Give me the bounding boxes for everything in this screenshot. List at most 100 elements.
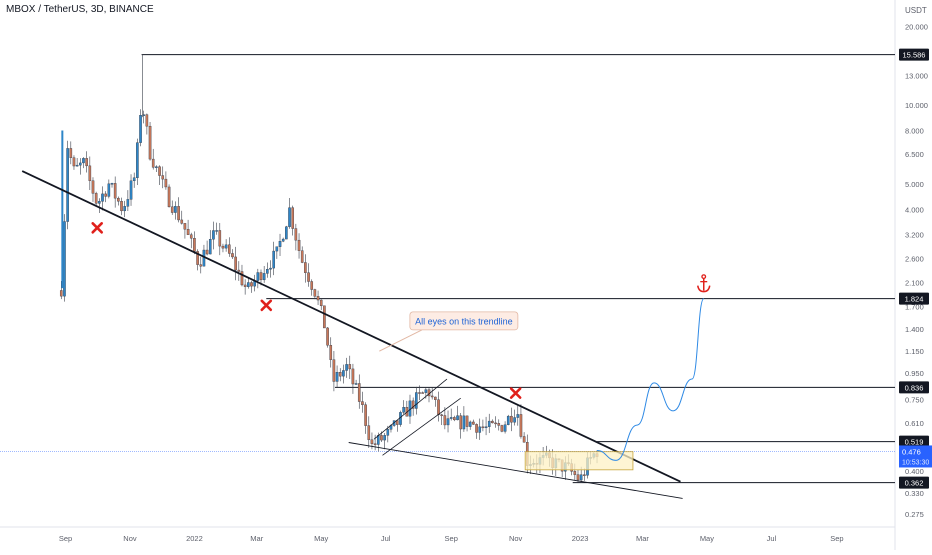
annotation-callout[interactable] <box>409 311 519 331</box>
candle-down <box>367 425 371 440</box>
candle-up <box>579 474 583 481</box>
candle-down <box>304 262 307 273</box>
candle-down <box>380 435 383 441</box>
candle-up <box>415 392 418 409</box>
candle-down <box>218 230 222 247</box>
candle-down <box>361 401 364 405</box>
candle-down <box>193 238 196 252</box>
candle-down <box>117 197 120 202</box>
price-tick-label: 5.000 <box>905 180 924 189</box>
candle-down <box>437 399 440 415</box>
candle-down <box>453 417 456 421</box>
candle-down <box>519 414 523 437</box>
candle-up <box>110 183 114 185</box>
level-price-tag <box>899 435 929 448</box>
level-price-tag <box>899 48 929 61</box>
candle-down <box>465 415 469 427</box>
candle-down <box>443 415 447 426</box>
candle-up <box>402 407 405 413</box>
candle-up <box>123 206 126 212</box>
level-price-label: 1.824 <box>905 295 924 304</box>
time-tick-label: Mar <box>636 534 649 543</box>
candle-up <box>342 370 345 377</box>
price-tick-label: 10.000 <box>905 101 928 110</box>
candle-up <box>275 246 279 252</box>
candle-down <box>231 253 234 258</box>
candle-down <box>357 383 361 402</box>
price-tick-label: 2.600 <box>905 254 924 263</box>
time-tick-label: Sep <box>830 534 843 543</box>
candle-down <box>85 158 88 167</box>
candle-down <box>180 219 184 224</box>
candle-up <box>383 435 386 441</box>
support-trendline[interactable] <box>348 442 683 499</box>
candle-down <box>364 404 367 426</box>
candle-down <box>430 395 434 398</box>
price-tick-label: 1.150 <box>905 347 924 356</box>
candle-down <box>145 114 149 127</box>
candle-down <box>72 157 76 167</box>
candle-down <box>196 251 199 265</box>
candle-up <box>155 166 158 168</box>
candle-down <box>259 272 263 281</box>
price-tick-label: 8.000 <box>905 127 924 136</box>
channel-line[interactable] <box>373 378 448 440</box>
candle-up <box>484 426 488 428</box>
candle-down <box>332 359 336 382</box>
candle-down <box>573 471 577 475</box>
candle-up <box>132 177 136 182</box>
candle-up <box>288 207 291 227</box>
time-tick-label: Mar <box>250 534 263 543</box>
consolidation-box[interactable] <box>524 451 634 471</box>
candle-down <box>500 425 504 432</box>
price-tick-label: 0.330 <box>905 489 924 498</box>
price-tick-label: 1.400 <box>905 325 924 334</box>
annotation-pointer <box>379 329 423 352</box>
candle-up <box>101 193 104 202</box>
candle-down <box>313 289 317 297</box>
price-tick-label: 0.275 <box>905 510 924 519</box>
price-tick-label: 20.000 <box>905 22 928 31</box>
candle-up <box>224 244 228 249</box>
candle-down <box>69 148 73 158</box>
candle-down <box>421 392 424 394</box>
candle-down <box>348 364 352 370</box>
candle-down <box>158 166 161 176</box>
current-price-tag <box>899 445 932 468</box>
candle-up <box>126 199 130 207</box>
descending-trendline[interactable] <box>21 170 681 483</box>
price-tick-label: 0.750 <box>905 396 924 405</box>
level-price-label: 0.362 <box>905 479 924 488</box>
candle-down <box>373 443 377 445</box>
candle-up <box>78 162 82 166</box>
projection-path[interactable] <box>596 298 705 461</box>
candle-up <box>424 389 428 393</box>
candle-down <box>316 296 320 301</box>
candle-down <box>434 396 437 400</box>
candle-up <box>354 383 358 385</box>
cross-icon <box>509 387 522 399</box>
price-tick-label: 0.400 <box>905 467 924 476</box>
candle-down <box>351 368 355 385</box>
candle-down <box>329 345 333 360</box>
time-tick-label: Jul <box>381 534 391 543</box>
candle-down <box>167 186 171 208</box>
candle-down <box>234 256 237 271</box>
candle-up <box>468 421 472 427</box>
candle-up <box>335 372 339 382</box>
candle-down <box>583 474 586 476</box>
cross-icon <box>260 299 273 312</box>
time-tick-label: Nov <box>123 534 137 543</box>
anchor-icon <box>697 274 711 293</box>
candle-down <box>297 239 301 251</box>
channel-line[interactable] <box>382 397 461 456</box>
level-price-label: 15.586 <box>903 51 926 60</box>
candle-down <box>291 207 295 229</box>
time-tick-label: 2023 <box>572 534 589 543</box>
time-tick-label: 2022 <box>186 534 203 543</box>
price-tick-label: 6.500 <box>905 150 924 159</box>
candle-down <box>475 424 478 433</box>
candle-up <box>503 424 507 432</box>
